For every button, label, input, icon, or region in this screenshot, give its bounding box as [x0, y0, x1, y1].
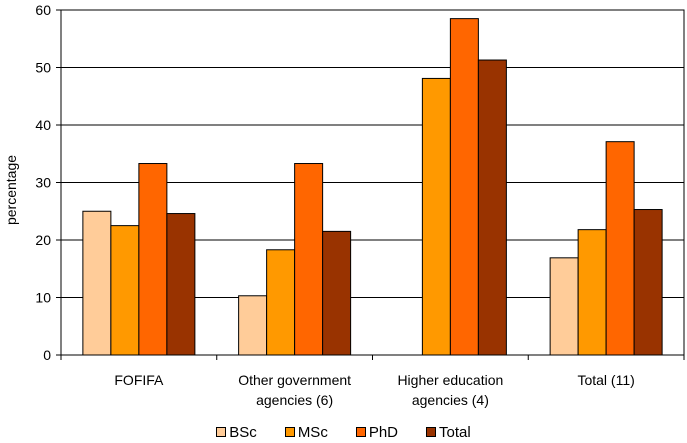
- bar-bsc-3: [549, 257, 579, 356]
- legend-swatch: [284, 427, 295, 437]
- y-tick-label: 30: [35, 175, 51, 191]
- y-tick-label: 10: [35, 290, 51, 306]
- bar-total-3: [633, 209, 663, 356]
- bar-msc-1: [266, 249, 296, 356]
- bar-phd-3: [605, 141, 635, 356]
- y-tick-label: 40: [35, 117, 51, 133]
- legend: BSc MSc PhD Total: [0, 422, 687, 442]
- bar-phd-2: [449, 18, 479, 356]
- legend-item-msc: MSc: [284, 423, 328, 441]
- legend-label: PhD: [368, 423, 398, 441]
- bar-bsc-1: [238, 295, 268, 356]
- legend-swatch: [355, 427, 366, 437]
- legend-swatch: [426, 427, 436, 437]
- legend-item-bsc: BSc: [216, 424, 257, 441]
- legend-label: BSc: [229, 423, 257, 441]
- y-tick-label: 20: [35, 232, 51, 248]
- legend-item-total: Total: [426, 424, 471, 441]
- y-axis-label: percentage: [3, 155, 19, 225]
- y-tick-label: 0: [43, 347, 51, 363]
- bar-total-0: [166, 213, 196, 356]
- x-tick-label: Total (11): [577, 372, 634, 388]
- bars: [82, 18, 663, 356]
- x-tick-label: Higher education agencies (4): [397, 372, 503, 408]
- bar-total-1: [322, 230, 352, 356]
- legend-item-phd: PhD: [355, 423, 398, 441]
- legend-swatch: [216, 427, 227, 437]
- y-tick-labels: 0 10 20 30 40 50 60: [35, 2, 51, 363]
- bar-phd-1: [294, 163, 324, 356]
- bar-msc-0: [110, 225, 140, 356]
- bar-msc-3: [577, 229, 607, 356]
- bar-msc-2: [421, 77, 451, 356]
- bar-phd-0: [138, 163, 168, 356]
- bar-bsc-0: [82, 210, 112, 356]
- x-tick-label: FOFIFA: [114, 372, 164, 388]
- y-tick-label: 60: [35, 2, 51, 18]
- axes: [56, 9, 685, 360]
- x-tick-labels: FOFIFA Other government agencies (6) Higher…: [114, 372, 634, 408]
- legend-label: Total: [439, 423, 471, 441]
- y-tick-label: 50: [35, 60, 51, 76]
- x-tick-label: Other government agencies (6): [238, 372, 351, 408]
- legend-label: MSc: [297, 423, 328, 441]
- bar-total-2: [477, 59, 507, 356]
